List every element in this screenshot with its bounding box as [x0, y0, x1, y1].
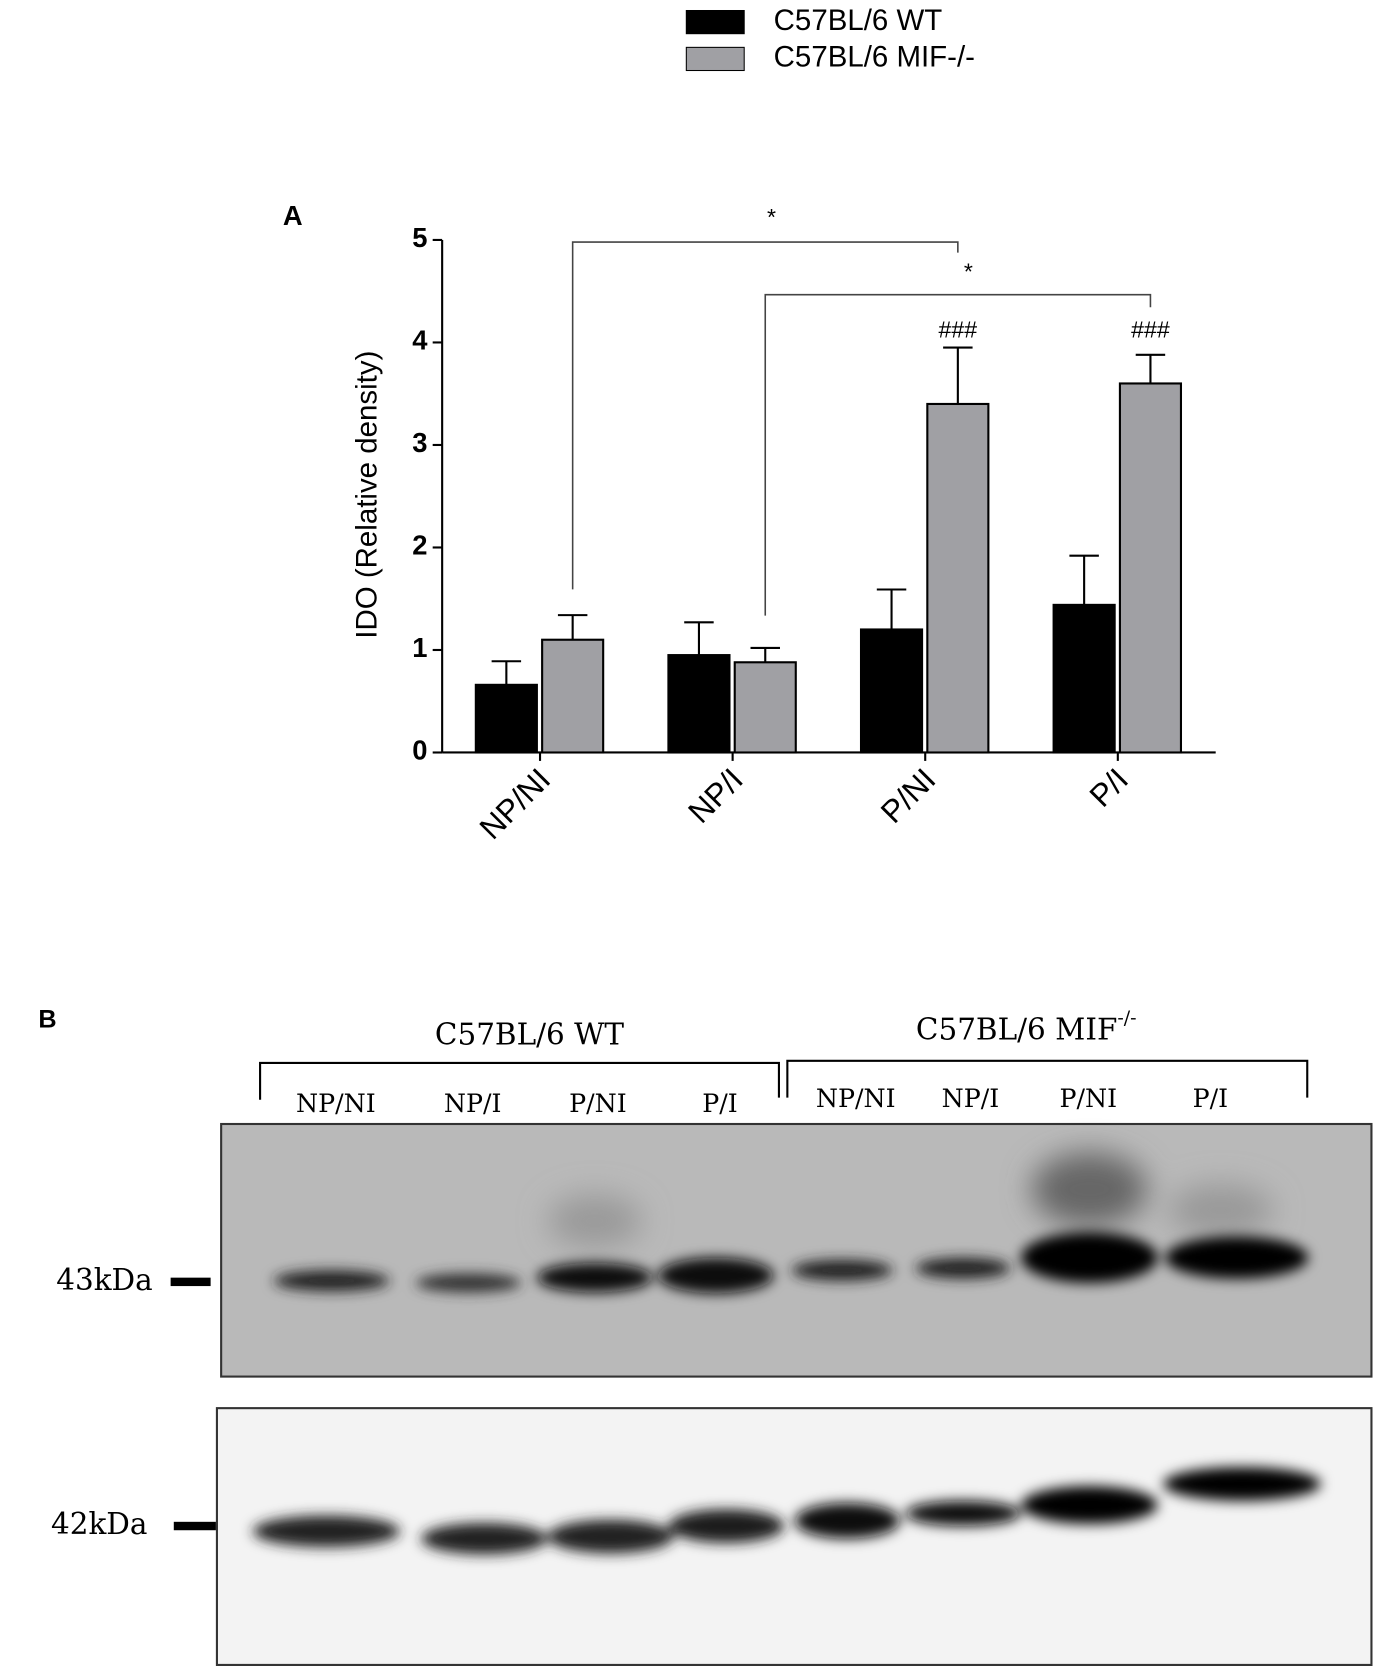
annotation: ###: [939, 317, 978, 343]
lane-label: P/I: [702, 1089, 737, 1118]
lane-label: P/NI: [569, 1089, 627, 1118]
annotation: ###: [1131, 317, 1170, 343]
group-label: C57BL/6 WT: [435, 1018, 625, 1052]
blot-actin: [215, 1407, 1373, 1666]
lane-label: NP/I: [942, 1084, 1000, 1113]
x-tick-label: P/NI: [874, 761, 943, 830]
smear: [547, 1152, 1274, 1248]
blot-panel: B C57BL/6 WT C57BL/6 MIF-/-: [38, 1006, 1373, 1666]
y-tick-label: 1: [412, 632, 427, 663]
bar: [541, 638, 605, 754]
y-tick-label: 2: [412, 530, 427, 561]
lane-label: P/I: [1193, 1084, 1228, 1113]
bar: [1118, 382, 1183, 754]
x-tick-label: P/I: [1082, 761, 1135, 814]
marker-label: 43kDa: [56, 1263, 153, 1297]
marker-label: 42kDa: [51, 1507, 148, 1541]
legend-swatch: [685, 9, 745, 35]
panel-label: A: [283, 200, 303, 231]
legend-label: C57BL/6 WT: [774, 4, 943, 37]
y-tick-label: 0: [412, 735, 427, 766]
y-axis-label: IDO (Relative density): [350, 351, 383, 639]
lane-label: NP/NI: [816, 1084, 896, 1113]
group-bracket: [259, 1059, 1309, 1100]
significance-bracket: [571, 241, 959, 590]
bands: [252, 1232, 1321, 1555]
x-tick-label: NP/NI: [472, 761, 557, 846]
bar: [474, 683, 538, 754]
y-tick-label: 3: [412, 427, 427, 458]
lane-label: P/NI: [1060, 1084, 1118, 1113]
bar: [859, 628, 924, 754]
group-label: C57BL/6 MIF-/-: [916, 1007, 1137, 1047]
x-tick-label: NP/I: [681, 761, 750, 830]
bar: [667, 654, 731, 754]
y-tick-label: 4: [412, 325, 428, 356]
panel-label: B: [38, 1006, 56, 1034]
legend-label: C57BL/6 MIF-/-: [774, 41, 975, 74]
bar: [926, 402, 990, 754]
y-tick-label: 5: [412, 222, 427, 253]
significance-bracket: [764, 293, 1152, 616]
marker-dash: [173, 1521, 216, 1531]
significance-label: *: [964, 259, 973, 285]
bar: [733, 661, 797, 754]
significance-label: *: [767, 204, 776, 230]
marker-dash: [170, 1277, 211, 1287]
lane-label: NP/NI: [296, 1089, 376, 1118]
superscript: -/-: [1117, 1007, 1136, 1029]
group-name: C57BL/6 MIF: [916, 1012, 1117, 1046]
legend-swatch: [685, 46, 745, 72]
bar: [1052, 603, 1116, 754]
lane-label: NP/I: [444, 1089, 502, 1118]
